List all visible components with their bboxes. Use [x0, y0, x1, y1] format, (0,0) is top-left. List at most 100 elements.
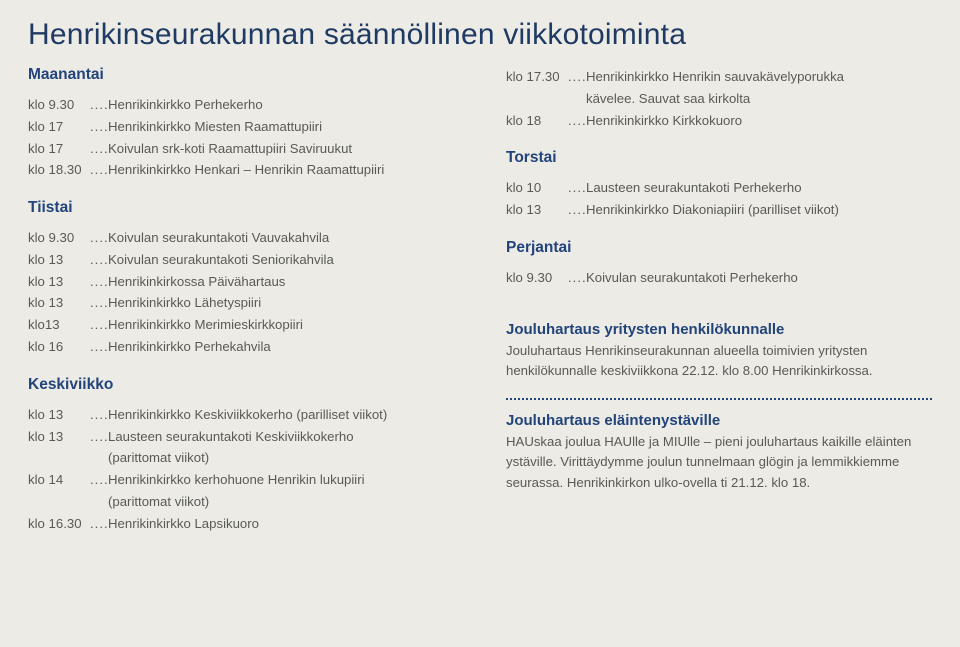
schedule-desc: (parittomat viikot) — [28, 447, 458, 469]
schedule-time: klo 13 — [28, 249, 90, 271]
schedule-desc: Koivulan seurakuntakoti Seniorikahvila — [108, 249, 458, 271]
schedule-desc: (parittomat viikot) — [28, 491, 458, 513]
dots-separator: ........ — [568, 199, 586, 221]
schedule-time: klo 14 — [28, 469, 90, 491]
schedule-row: klo 13........Koivulan seurakuntakoti Se… — [28, 249, 458, 271]
dots-separator: ........ — [90, 138, 108, 160]
schedule-row: klo 17.30........Henrikinkirkko Henrikin… — [506, 66, 932, 88]
schedule-time: klo 18 — [506, 110, 568, 132]
schedule-desc: Koivulan srk-koti Raamattupiiri Saviruuk… — [108, 138, 458, 160]
schedule-desc: Henrikinkirkko kerhohuone Henrikin lukup… — [108, 469, 458, 491]
schedule-time: klo 16.30 — [28, 513, 90, 535]
note-title-2: Jouluhartaus eläintenystäville — [506, 412, 932, 429]
dots-separator: ........ — [90, 271, 108, 293]
day-head-tiistai: Tiistai — [28, 199, 458, 217]
schedule-right-top: klo 17.30........Henrikinkirkko Henrikin… — [506, 66, 932, 131]
schedule-time: klo 10 — [506, 177, 568, 199]
schedule-row: kävelee. Sauvat saa kirkolta — [506, 88, 932, 110]
schedule-desc: Henrikinkirkko Perhekerho — [108, 94, 458, 116]
dots-separator: ........ — [568, 110, 586, 132]
schedule-desc: Henrikinkirkko Lähetyspiiri — [108, 292, 458, 314]
dots-separator: ........ — [568, 66, 586, 88]
dots-separator: ........ — [90, 314, 108, 336]
schedule-time: klo 13 — [28, 271, 90, 293]
page-title: Henrikinseurakunnan säännöllinen viikkot… — [28, 18, 932, 52]
note-title-1: Jouluhartaus yritysten henkilökunnalle — [506, 321, 932, 338]
note-text-2: HAUskaa joulua HAUlle ja MIUlle – pieni … — [506, 432, 932, 493]
schedule-row: klo 13........Henrikinkirkko Keskiviikko… — [28, 404, 458, 426]
schedule-desc: kävelee. Sauvat saa kirkolta — [506, 88, 932, 110]
schedule-desc: Lausteen seurakuntakoti Perhekerho — [586, 177, 932, 199]
schedule-desc: Henrikinkirkko Henkari – Henrikin Raamat… — [108, 159, 458, 181]
left-column: Maanantai klo 9.30........Henrikinkirkko… — [28, 66, 458, 535]
dotted-separator — [506, 398, 932, 400]
schedule-row: klo 14........Henrikinkirkko kerhohuone … — [28, 469, 458, 491]
schedule-keskiviikko: klo 13........Henrikinkirkko Keskiviikko… — [28, 404, 458, 535]
schedule-row: klo 13........Henrikinkirkossa Päivähart… — [28, 271, 458, 293]
schedule-row: klo 16........Henrikinkirkko Perhekahvil… — [28, 336, 458, 358]
schedule-row: klo 16.30........Henrikinkirkko Lapsikuo… — [28, 513, 458, 535]
dots-separator: ........ — [90, 426, 108, 448]
dots-separator: ........ — [90, 227, 108, 249]
schedule-row: klo 9.30........Koivulan seurakuntakoti … — [28, 227, 458, 249]
schedule-maanantai: klo 9.30........Henrikinkirkko Perhekerh… — [28, 94, 458, 181]
schedule-row: klo 13........Lausteen seurakuntakoti Ke… — [28, 426, 458, 448]
schedule-desc: Henrikinkirkko Keskiviikkokerho (parilli… — [108, 404, 458, 426]
schedule-desc: Henrikinkirkko Miesten Raamattupiiri — [108, 116, 458, 138]
dots-separator: ........ — [90, 404, 108, 426]
schedule-time: klo 17 — [28, 116, 90, 138]
schedule-row: klo 9.30........Koivulan seurakuntakoti … — [506, 267, 932, 289]
schedule-row: klo 13........Henrikinkirkko Diakoniapii… — [506, 199, 932, 221]
schedule-row: klo 17........Koivulan srk-koti Raamattu… — [28, 138, 458, 160]
dots-separator: ........ — [90, 94, 108, 116]
schedule-row: klo 9.30........Henrikinkirkko Perhekerh… — [28, 94, 458, 116]
schedule-time: klo 17.30 — [506, 66, 568, 88]
right-column: klo 17.30........Henrikinkirkko Henrikin… — [506, 66, 932, 535]
schedule-tiistai: klo 9.30........Koivulan seurakuntakoti … — [28, 227, 458, 358]
schedule-desc: Koivulan seurakuntakoti Perhekerho — [586, 267, 932, 289]
schedule-desc: Henrikinkirkko Merimieskirkkopiiri — [108, 314, 458, 336]
dots-separator: ........ — [90, 116, 108, 138]
schedule-desc: Henrikinkirkko Diakoniapiiri (parilliset… — [586, 199, 932, 221]
dots-separator: ........ — [90, 292, 108, 314]
schedule-time: klo 9.30 — [506, 267, 568, 289]
schedule-time: klo 17 — [28, 138, 90, 160]
dots-separator: ........ — [568, 267, 586, 289]
schedule-desc: Henrikinkirkko Kirkkokuoro — [586, 110, 932, 132]
note-box-1: Jouluhartaus yritysten henkilökunnalle J… — [506, 307, 932, 382]
dots-separator: ........ — [90, 249, 108, 271]
schedule-time: klo 13 — [28, 292, 90, 314]
schedule-perjantai: klo 9.30........Koivulan seurakuntakoti … — [506, 267, 932, 289]
schedule-time: klo 16 — [28, 336, 90, 358]
schedule-desc: Koivulan seurakuntakoti Vauvakahvila — [108, 227, 458, 249]
schedule-time: klo 9.30 — [28, 227, 90, 249]
day-head-keskiviikko: Keskiviikko — [28, 376, 458, 394]
schedule-row: klo 10........Lausteen seurakuntakoti Pe… — [506, 177, 932, 199]
schedule-row: (parittomat viikot) — [28, 491, 458, 513]
day-head-torstai: Torstai — [506, 149, 932, 167]
schedule-desc: Lausteen seurakuntakoti Keskiviikkokerho — [108, 426, 458, 448]
schedule-time: klo 18.30 — [28, 159, 90, 181]
note-text-1: Jouluhartaus Henrikinseurakunnan alueell… — [506, 341, 932, 382]
schedule-row: klo 17........Henrikinkirkko Miesten Raa… — [28, 116, 458, 138]
dots-separator: ........ — [90, 469, 108, 491]
schedule-time: klo 13 — [28, 426, 90, 448]
schedule-desc: Henrikinkirkossa Päivähartaus — [108, 271, 458, 293]
day-head-perjantai: Perjantai — [506, 239, 932, 257]
schedule-time: klo 13 — [506, 199, 568, 221]
schedule-row: klo 18........Henrikinkirkko Kirkkokuoro — [506, 110, 932, 132]
schedule-time: klo13 — [28, 314, 90, 336]
schedule-time: klo 9.30 — [28, 94, 90, 116]
schedule-torstai: klo 10........Lausteen seurakuntakoti Pe… — [506, 177, 932, 221]
schedule-row: klo 13........Henrikinkirkko Lähetyspiir… — [28, 292, 458, 314]
day-head-maanantai: Maanantai — [28, 66, 458, 84]
schedule-desc: Henrikinkirkko Henrikin sauvakävelyporuk… — [586, 66, 932, 88]
schedule-row: klo13........Henrikinkirkko Merimieskirk… — [28, 314, 458, 336]
columns: Maanantai klo 9.30........Henrikinkirkko… — [28, 66, 932, 535]
dots-separator: ........ — [90, 336, 108, 358]
dots-separator: ........ — [568, 177, 586, 199]
schedule-desc: Henrikinkirkko Perhekahvila — [108, 336, 458, 358]
schedule-desc: Henrikinkirkko Lapsikuoro — [108, 513, 458, 535]
schedule-time: klo 13 — [28, 404, 90, 426]
note-box-2: Jouluhartaus eläintenystäville HAUskaa j… — [506, 412, 932, 493]
